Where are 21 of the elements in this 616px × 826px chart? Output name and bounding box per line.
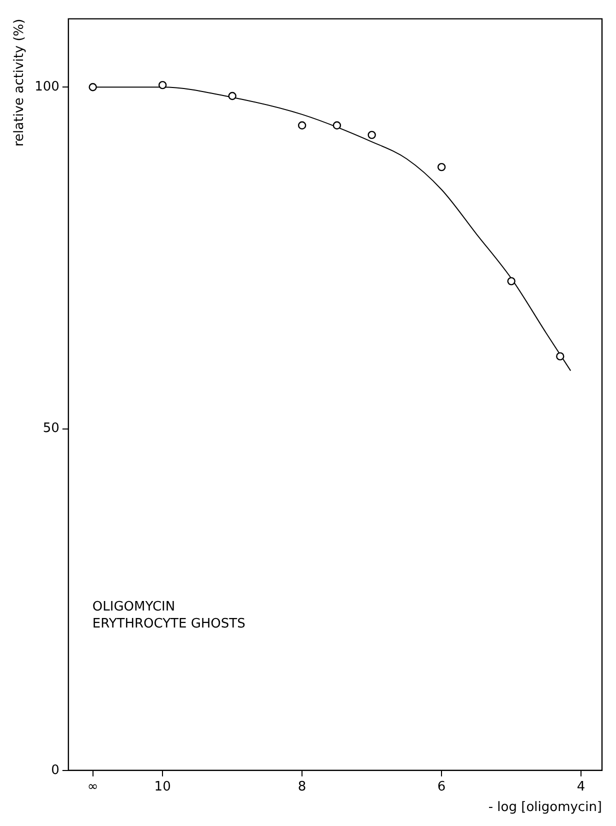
point xyxy=(507,277,516,286)
x-tick-label: 10 xyxy=(154,780,171,795)
annotation: ERYTHROCYTE GHOSTS xyxy=(92,616,246,632)
x-tick-label: 8 xyxy=(298,780,306,795)
point xyxy=(437,162,446,172)
point xyxy=(228,92,236,100)
x-tick-label: 4 xyxy=(576,780,586,795)
point xyxy=(158,80,167,90)
y-tick-label: 100 xyxy=(34,80,60,94)
y-axis-title: relative activity (%) xyxy=(12,18,28,147)
y-tick-label: 0 xyxy=(51,762,60,778)
y-tick-label: 50 xyxy=(42,421,60,436)
annotation: OLIGOMYCIN xyxy=(92,599,176,614)
point xyxy=(368,130,376,140)
point xyxy=(298,121,306,130)
x-axis-title: - log [oligomycin] xyxy=(488,800,602,815)
x-tick-label: 6 xyxy=(437,780,446,795)
point xyxy=(88,83,97,92)
point xyxy=(332,121,342,130)
point xyxy=(556,352,564,360)
x-tick-label: ∞ xyxy=(87,780,98,795)
